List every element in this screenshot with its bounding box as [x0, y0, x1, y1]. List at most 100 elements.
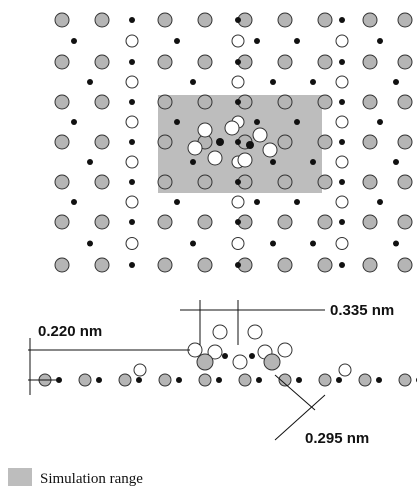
gray-atom — [95, 215, 109, 229]
black-atom — [235, 59, 241, 65]
molecule-atom — [264, 354, 280, 370]
gray-atom — [363, 175, 377, 189]
black-atom — [174, 119, 180, 125]
black-atom — [393, 159, 399, 165]
gray-atom — [95, 13, 109, 27]
gray-atom — [95, 55, 109, 69]
black-atom — [339, 139, 345, 145]
black-atom — [377, 119, 383, 125]
gray-atom — [55, 55, 69, 69]
black-atom — [336, 377, 342, 383]
gray-atom — [319, 374, 331, 386]
gray-atom — [363, 13, 377, 27]
black-atom — [296, 377, 302, 383]
black-atom — [294, 119, 300, 125]
black-atom — [174, 199, 180, 205]
diagonal-label: 0.295 nm — [305, 430, 369, 447]
gray-atom — [159, 374, 171, 386]
white-atom — [336, 196, 348, 208]
gray-atom — [363, 95, 377, 109]
black-atom — [377, 38, 383, 44]
gray-atom — [199, 374, 211, 386]
white-atom — [232, 238, 244, 250]
gray-atom — [55, 95, 69, 109]
gray-atom — [95, 95, 109, 109]
gray-atom — [158, 175, 172, 189]
dimension-lines — [28, 300, 325, 440]
black-atom — [339, 99, 345, 105]
black-atom — [376, 377, 382, 383]
gray-atom — [198, 258, 212, 272]
molecule-atom — [248, 325, 262, 339]
white-atom — [336, 76, 348, 88]
black-atom — [71, 38, 77, 44]
molecule-atom — [263, 143, 277, 157]
gray-atom — [278, 95, 292, 109]
black-atom — [129, 17, 135, 23]
black-atom — [129, 139, 135, 145]
black-atom — [235, 219, 241, 225]
black-atom — [393, 241, 399, 247]
white-atom — [336, 238, 348, 250]
black-atom — [176, 377, 182, 383]
black-atom — [393, 79, 399, 85]
black-atom — [310, 79, 316, 85]
white-atom — [126, 35, 138, 47]
molecule-atom — [249, 353, 255, 359]
white-atom — [336, 156, 348, 168]
black-atom — [235, 99, 241, 105]
molecule-atom — [188, 343, 202, 357]
gray-atom — [398, 258, 412, 272]
black-atom — [377, 199, 383, 205]
black-atom — [87, 159, 93, 165]
gray-atom — [198, 215, 212, 229]
gray-atom — [55, 175, 69, 189]
black-atom — [235, 179, 241, 185]
legend-label: Simulation range — [40, 471, 143, 487]
black-atom — [235, 139, 241, 145]
white-atom — [126, 156, 138, 168]
black-atom — [339, 219, 345, 225]
white-atom — [339, 364, 351, 376]
gray-atom — [278, 55, 292, 69]
gray-atom — [95, 258, 109, 272]
black-atom — [254, 119, 260, 125]
black-atom — [294, 38, 300, 44]
black-atom — [270, 159, 276, 165]
black-atom — [129, 262, 135, 268]
molecule-atom — [198, 123, 212, 137]
gray-atom — [318, 258, 332, 272]
molecule-atom — [246, 141, 254, 149]
gray-atom — [119, 374, 131, 386]
molecule-atom — [216, 138, 224, 146]
black-atom — [310, 241, 316, 247]
black-atom — [254, 199, 260, 205]
gray-atom — [399, 374, 411, 386]
white-atom — [126, 238, 138, 250]
black-atom — [129, 99, 135, 105]
black-atom — [339, 59, 345, 65]
gray-atom — [95, 175, 109, 189]
gray-atom — [318, 55, 332, 69]
legend-swatch — [8, 468, 32, 486]
gray-atom — [239, 374, 251, 386]
black-atom — [254, 38, 260, 44]
gray-atom — [318, 95, 332, 109]
gray-atom — [158, 215, 172, 229]
black-atom — [71, 119, 77, 125]
black-atom — [294, 199, 300, 205]
molecule-atom — [208, 151, 222, 165]
white-atom — [232, 35, 244, 47]
black-atom — [129, 59, 135, 65]
diagonal-line — [275, 375, 315, 410]
gray-atom — [198, 55, 212, 69]
molecule-atom — [188, 141, 202, 155]
molecule-atom — [225, 121, 239, 135]
molecule-atom — [222, 353, 228, 359]
gray-atom — [318, 215, 332, 229]
black-atom — [310, 159, 316, 165]
molecule-atom — [233, 355, 247, 369]
gray-atom — [55, 215, 69, 229]
black-atom — [339, 17, 345, 23]
gray-atom — [363, 55, 377, 69]
